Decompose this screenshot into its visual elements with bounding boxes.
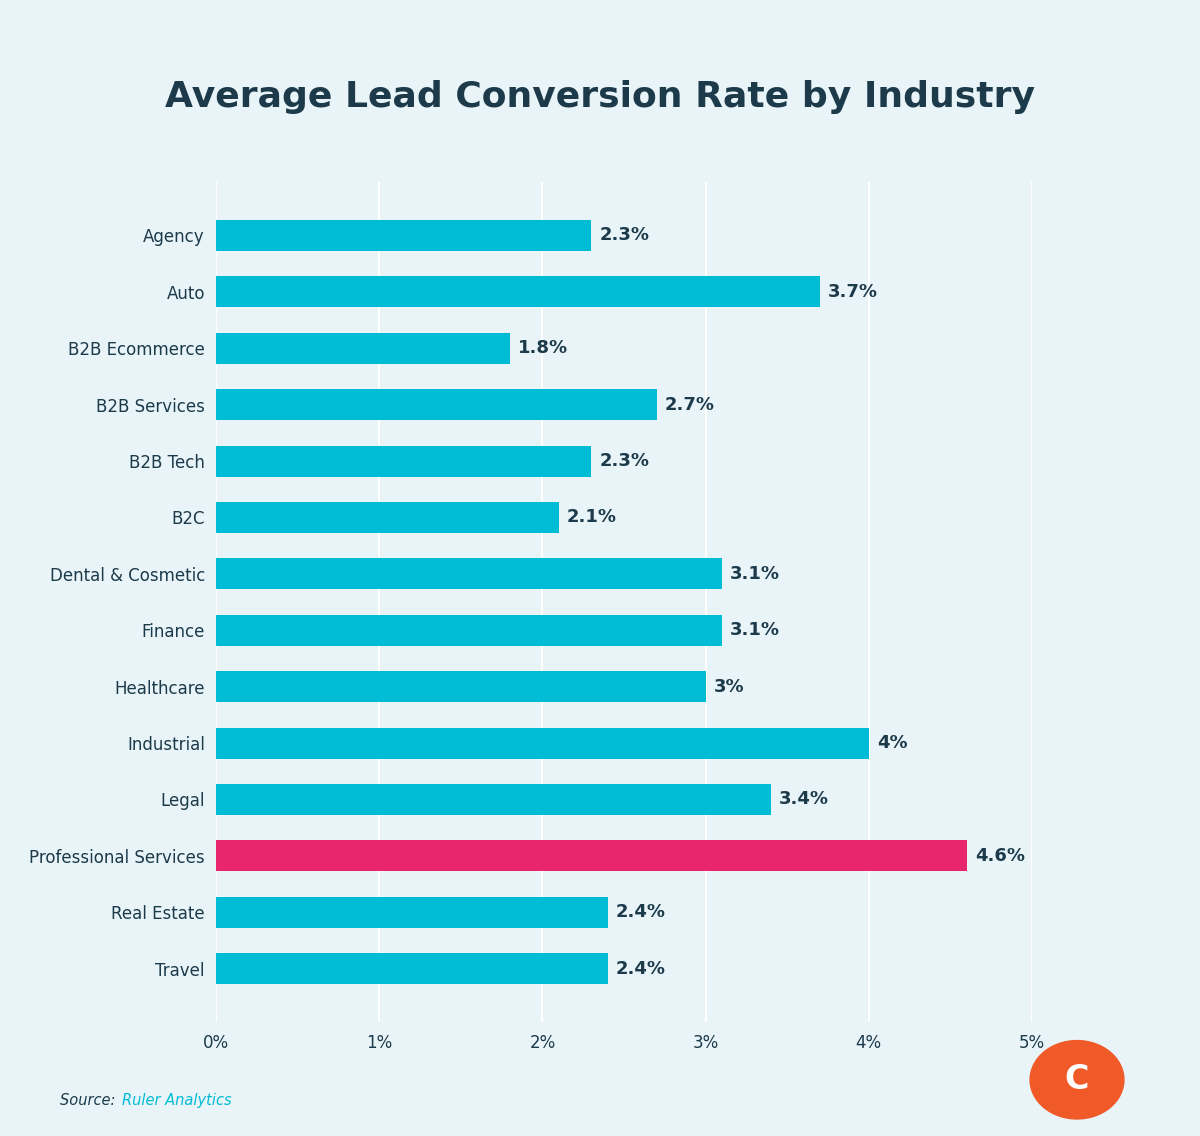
- Bar: [216, 559, 722, 590]
- Bar: [216, 784, 770, 815]
- Bar: [216, 727, 869, 759]
- Text: 2.3%: 2.3%: [600, 226, 649, 244]
- Bar: [216, 220, 592, 251]
- Text: Ruler Analytics: Ruler Analytics: [122, 1093, 232, 1108]
- Text: 3.4%: 3.4%: [779, 791, 829, 809]
- Bar: [216, 276, 820, 308]
- Bar: [216, 333, 510, 364]
- Text: 1.8%: 1.8%: [518, 340, 568, 358]
- Text: 2.1%: 2.1%: [566, 509, 617, 526]
- Text: 2.3%: 2.3%: [600, 452, 649, 470]
- Bar: [216, 390, 656, 420]
- Text: 3.1%: 3.1%: [730, 565, 780, 583]
- Bar: [216, 445, 592, 477]
- Text: 4.6%: 4.6%: [974, 846, 1025, 864]
- Text: 4%: 4%: [877, 734, 907, 752]
- Circle shape: [1030, 1041, 1124, 1119]
- Bar: [216, 671, 706, 702]
- Text: 3.7%: 3.7%: [828, 283, 878, 301]
- Text: 2.4%: 2.4%: [616, 903, 666, 921]
- Text: 2.4%: 2.4%: [616, 960, 666, 978]
- Text: 3.1%: 3.1%: [730, 621, 780, 640]
- Text: C: C: [1064, 1063, 1090, 1096]
- Text: Source:: Source:: [60, 1093, 120, 1108]
- Bar: [216, 896, 607, 928]
- Text: 2.7%: 2.7%: [665, 395, 715, 414]
- Bar: [216, 953, 607, 984]
- Text: 3%: 3%: [714, 678, 744, 695]
- Bar: [216, 841, 967, 871]
- Bar: [216, 615, 722, 645]
- Bar: [216, 502, 559, 533]
- Text: Average Lead Conversion Rate by Industry: Average Lead Conversion Rate by Industry: [166, 80, 1034, 114]
